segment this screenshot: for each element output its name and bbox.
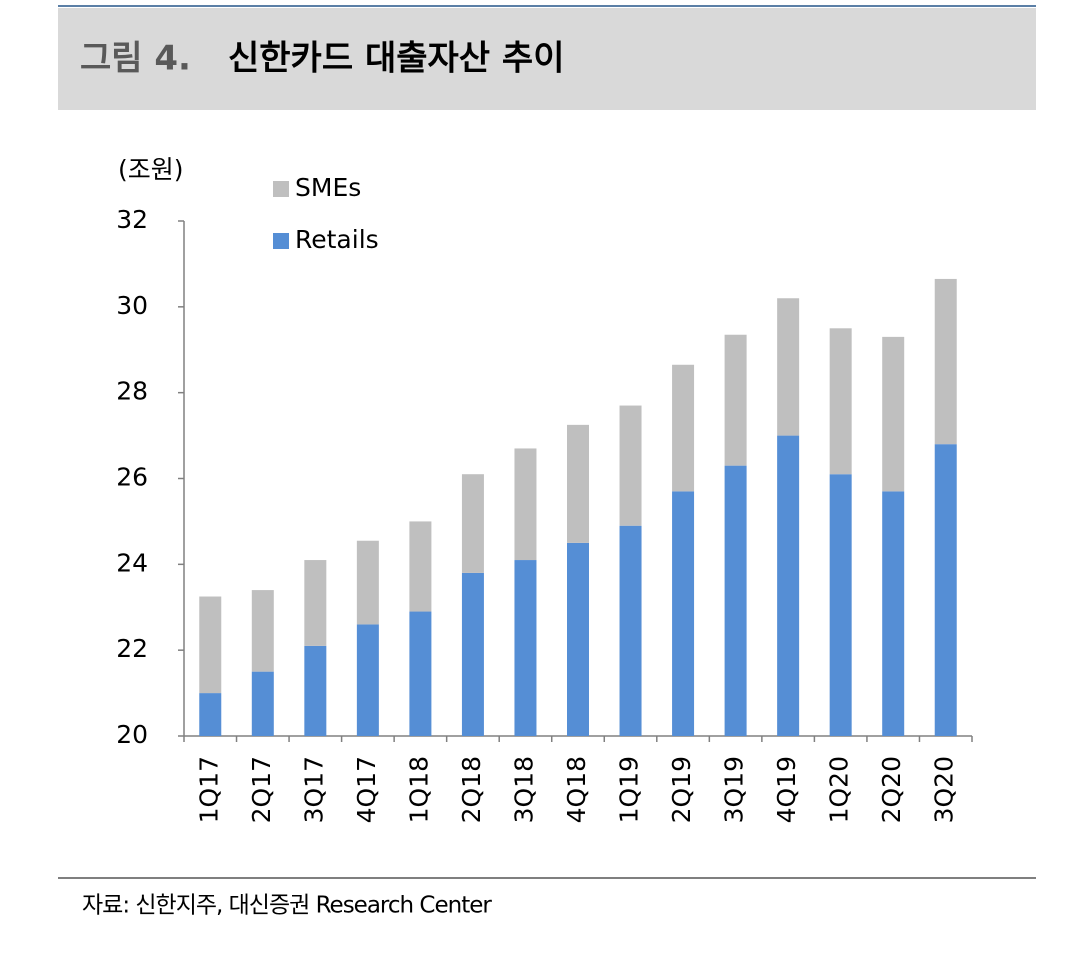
bar-segment [619,525,642,736]
bar-segment [724,465,747,736]
bar-segment [461,572,484,736]
y-tick-label: 32 [116,205,148,234]
x-tick-label: 4Q18 [562,756,591,823]
bar-segment [882,336,905,492]
x-tick-label: 2Q17 [247,756,276,823]
bar-segment [829,474,852,736]
y-tick-label: 20 [116,720,148,749]
bar-segment [251,671,274,736]
y-unit: (조원) [118,155,184,184]
bar-segment [304,645,327,736]
x-tick-label: 2Q20 [877,756,906,823]
x-tick-label: 3Q20 [930,756,959,823]
figure-label: 그림 4. [80,39,191,79]
bar-segment [567,542,589,736]
bar-segment [356,540,379,625]
y-tick-label: 22 [116,634,148,663]
legend-swatch [273,233,289,249]
bar-segment [567,424,589,543]
bar-segment [777,435,800,736]
bar-segment [409,521,432,612]
x-tick-label: 4Q17 [352,756,381,823]
title-band [58,8,1036,110]
x-tick-label: 2Q18 [457,756,486,823]
bar-segment [934,444,957,736]
bar-segment [829,328,852,475]
bar-segment [409,611,432,736]
x-tick-label: 3Q17 [299,756,328,823]
bar-segment [461,474,484,573]
bar-segment [514,560,537,736]
legend-label: SMEs [295,173,361,202]
x-tick-label: 3Q19 [720,756,749,823]
bar-segment [304,560,327,646]
bar-segment [251,590,274,672]
y-tick-label: 24 [116,548,148,577]
x-tick-label: 1Q18 [404,756,433,823]
bar-segment [672,364,695,492]
bar-segment [934,278,957,445]
x-tick-label: 3Q18 [509,756,538,823]
x-tick-label: 4Q19 [772,756,801,823]
bar-segment [882,491,905,736]
source: 자료: 신한지주, 대신증권 Research Center [82,893,492,919]
x-tick-label: 1Q17 [194,756,223,823]
x-tick-label: 2Q19 [667,756,696,823]
x-tick-label: 1Q19 [615,756,644,823]
y-tick-label: 30 [116,291,148,320]
legend-label: Retails [295,225,379,254]
bar-segment [199,693,222,736]
bar-segment [777,298,800,436]
chart-title: 신한카드 대출자산 추이 [228,39,564,79]
bar-segment [724,334,747,466]
bar-segment [514,448,537,561]
bar-segment [619,405,642,526]
y-tick-label: 26 [116,463,148,492]
x-tick-label: 1Q20 [825,756,854,823]
y-tick-label: 28 [116,377,148,406]
legend-swatch [273,181,289,197]
bar-segment [199,596,222,694]
bar-segment [672,491,695,736]
bar-segment [356,624,379,736]
